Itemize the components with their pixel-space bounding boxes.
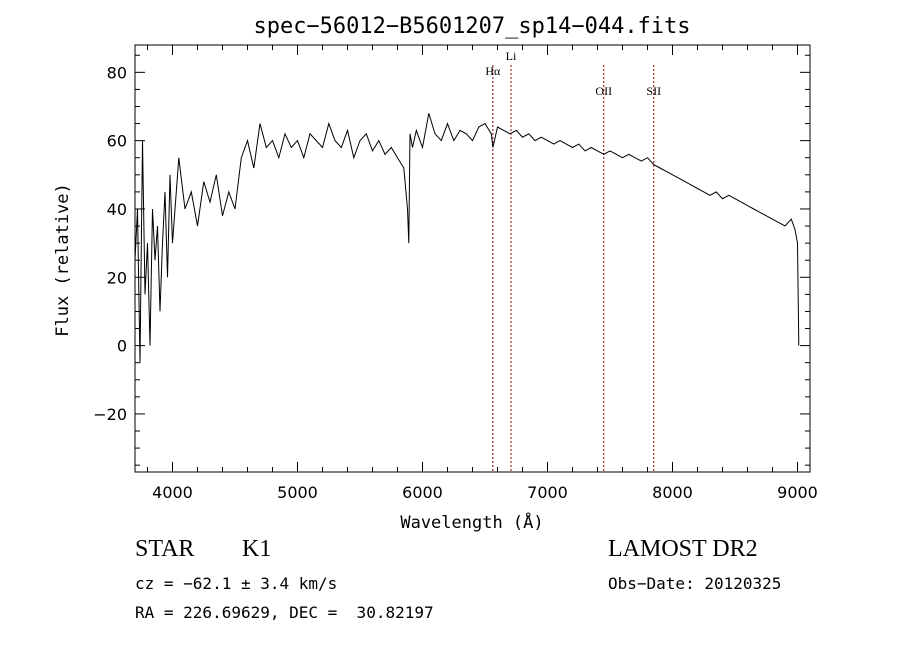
object-class: STAR: [135, 536, 195, 562]
x-axis-tick-labels: 4000 5000 6000 7000 8000 9000: [152, 483, 818, 502]
spectral-line-markers: [492, 65, 655, 472]
y-tick-label: 60: [107, 132, 127, 151]
x-tick-label: 8000: [652, 483, 693, 502]
y-axis-label: Flux (relative): [53, 183, 73, 337]
spectral-line-label: OII: [595, 84, 612, 98]
coordinates-line: RA = 226.69629, DEC = 30.82197: [135, 603, 434, 622]
spectral-line-label: Hα: [485, 64, 501, 78]
spectral-line-label: SII: [646, 84, 661, 98]
x-tick-label: 9000: [777, 483, 818, 502]
y-axis-ticks: [135, 54, 810, 466]
observation-date: Obs−Date: 20120325: [608, 574, 782, 593]
spectral-line-labels: Hα Li OII SII: [485, 49, 661, 98]
y-tick-label: 80: [107, 63, 127, 82]
x-tick-label: 4000: [152, 483, 193, 502]
y-tick-label: 40: [107, 200, 127, 219]
survey-name: LAMOST DR2: [608, 536, 758, 562]
chart-title: spec−56012−B5601207_sp14−044.fits: [253, 14, 690, 39]
redshift-line: cz = −62.1 ± 3.4 km/s: [135, 574, 338, 593]
y-tick-label: 20: [107, 268, 127, 287]
x-tick-label: 6000: [402, 483, 443, 502]
y-axis-tick-labels: −20 0 20 40 60 80: [93, 63, 127, 424]
y-tick-label: 0: [117, 337, 127, 356]
spectrum-line: [134, 113, 800, 363]
spectral-line-label: Li: [506, 49, 517, 63]
y-tick-label: −20: [93, 405, 127, 424]
object-subclass: K1: [242, 536, 272, 562]
x-axis-ticks: [147, 45, 798, 472]
x-axis-label: Wavelength (Å): [400, 511, 543, 533]
x-tick-label: 5000: [277, 483, 318, 502]
plot-frame: [134, 44, 811, 473]
x-tick-label: 7000: [527, 483, 568, 502]
